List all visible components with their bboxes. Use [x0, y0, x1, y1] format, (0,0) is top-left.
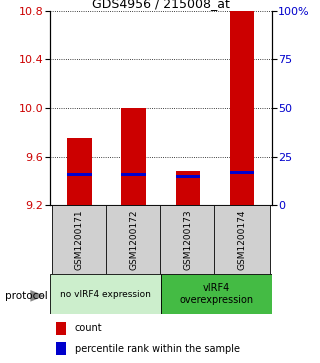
Text: GSM1200172: GSM1200172: [129, 209, 138, 270]
Text: protocol: protocol: [5, 291, 48, 301]
Bar: [160, 205, 216, 274]
Title: GDS4956 / 215008_at: GDS4956 / 215008_at: [92, 0, 230, 10]
Bar: [176, 175, 200, 178]
Text: GSM1200174: GSM1200174: [238, 209, 247, 270]
Text: count: count: [75, 323, 102, 334]
Bar: [176, 171, 200, 205]
Bar: [106, 205, 162, 274]
Bar: [56, 322, 66, 335]
Text: percentile rank within the sample: percentile rank within the sample: [75, 343, 239, 354]
Bar: [52, 205, 107, 274]
Bar: [56, 342, 66, 355]
Bar: [122, 173, 146, 176]
Bar: [161, 274, 272, 314]
Text: GSM1200171: GSM1200171: [75, 209, 84, 270]
Text: no vIRF4 expression: no vIRF4 expression: [60, 290, 151, 298]
Polygon shape: [30, 290, 45, 302]
Bar: [122, 108, 146, 205]
Bar: [67, 173, 92, 176]
Bar: [230, 11, 254, 205]
Bar: [230, 171, 254, 174]
Bar: [214, 205, 270, 274]
Bar: [50, 274, 161, 314]
Text: GSM1200173: GSM1200173: [183, 209, 192, 270]
Text: vIRF4
overexpression: vIRF4 overexpression: [179, 283, 253, 305]
Bar: [67, 138, 92, 205]
